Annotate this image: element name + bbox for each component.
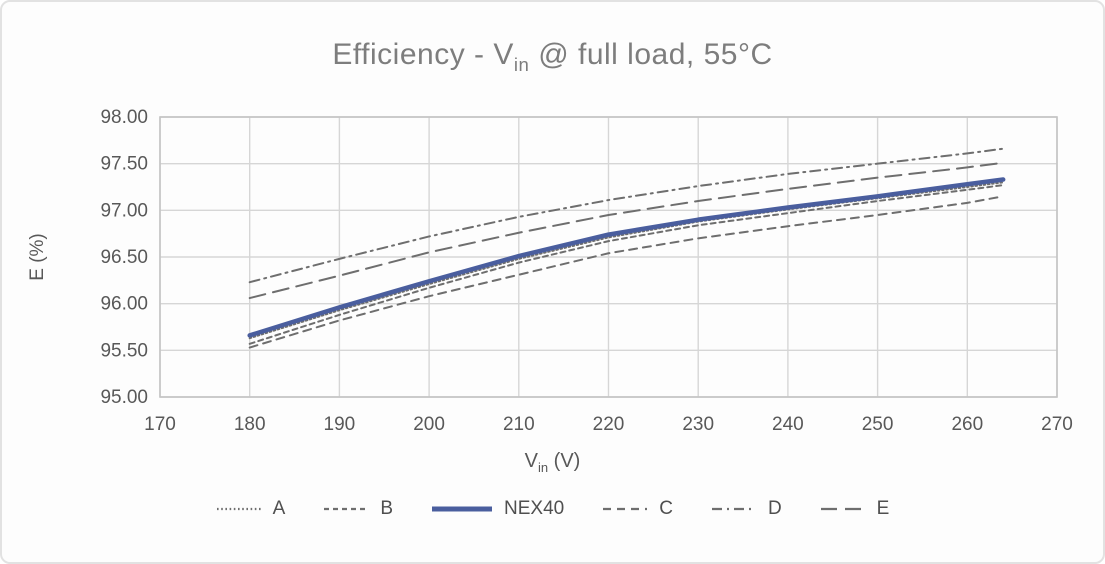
x-tick-label: 260 — [951, 414, 983, 435]
legend-item-b: B — [323, 498, 393, 520]
x-tick-label: 250 — [862, 414, 894, 435]
x-tick-label: 270 — [1041, 414, 1073, 435]
y-tick-label: 96.50 — [100, 247, 148, 268]
chart-title: Efficiency - Vin @ full load, 55°C — [2, 38, 1103, 76]
y-tick-label: 95.50 — [100, 340, 148, 361]
series-line-e — [248, 161, 1005, 300]
legend-sample-dash-dot-line — [711, 507, 756, 511]
x-tick-label: 230 — [682, 414, 714, 435]
chart-title-prefix: Efficiency - V — [332, 38, 514, 71]
y-tick-label: 98.00 — [100, 107, 148, 128]
legend-sample-dash-line — [603, 507, 648, 511]
x-tick-label: 240 — [772, 414, 804, 435]
x-tick-label: 200 — [413, 414, 445, 435]
legend-label: A — [272, 498, 286, 519]
chart-title-subscript: in — [513, 54, 530, 75]
legend-label: NEX40 — [504, 498, 565, 519]
x-axis-title-prefix: V — [524, 450, 538, 472]
x-axis-title-suffix: (V) — [548, 450, 581, 472]
x-tick-label: 180 — [234, 414, 266, 435]
legend-sample-short-dash-line — [324, 507, 369, 511]
legend-sample-long-dash-line — [820, 507, 865, 511]
legend-item-e: E — [820, 498, 890, 520]
series-line-b — [248, 184, 1005, 345]
x-axis-title: Vin (V) — [2, 450, 1103, 475]
y-tick-label: 95.00 — [100, 387, 148, 408]
legend-item-a: A — [216, 498, 286, 520]
x-tick-label: 220 — [593, 414, 625, 435]
y-tick-label: 96.00 — [100, 294, 148, 315]
plot-border — [159, 116, 1058, 398]
series-line-a — [248, 181, 1005, 340]
series-line-d — [248, 147, 1005, 284]
legend-item-nex40: NEX40 — [431, 498, 564, 520]
legend-label: B — [380, 498, 393, 519]
x-tick-label: 210 — [503, 414, 535, 435]
x-axis-title-subscript: in — [538, 460, 549, 475]
series-line-nex40 — [247, 177, 1006, 338]
series-line-c — [248, 195, 1005, 349]
legend-label: D — [767, 498, 782, 519]
x-tick-label: 170 — [144, 414, 176, 435]
y-tick-label: 97.00 — [100, 200, 148, 221]
legend-sample-dotted-line — [216, 507, 261, 511]
chart-legend: A B NEX40 C D E — [2, 498, 1103, 520]
legend-item-c: C — [602, 498, 673, 520]
chart-title-suffix: @ full load, 55°C — [529, 38, 773, 71]
y-tick-label: 97.50 — [100, 154, 148, 175]
legend-item-d: D — [711, 498, 782, 520]
legend-label: C — [659, 498, 673, 519]
legend-sample-solid-line — [432, 506, 492, 512]
x-tick-label: 190 — [324, 414, 356, 435]
legend-label: E — [876, 498, 890, 519]
